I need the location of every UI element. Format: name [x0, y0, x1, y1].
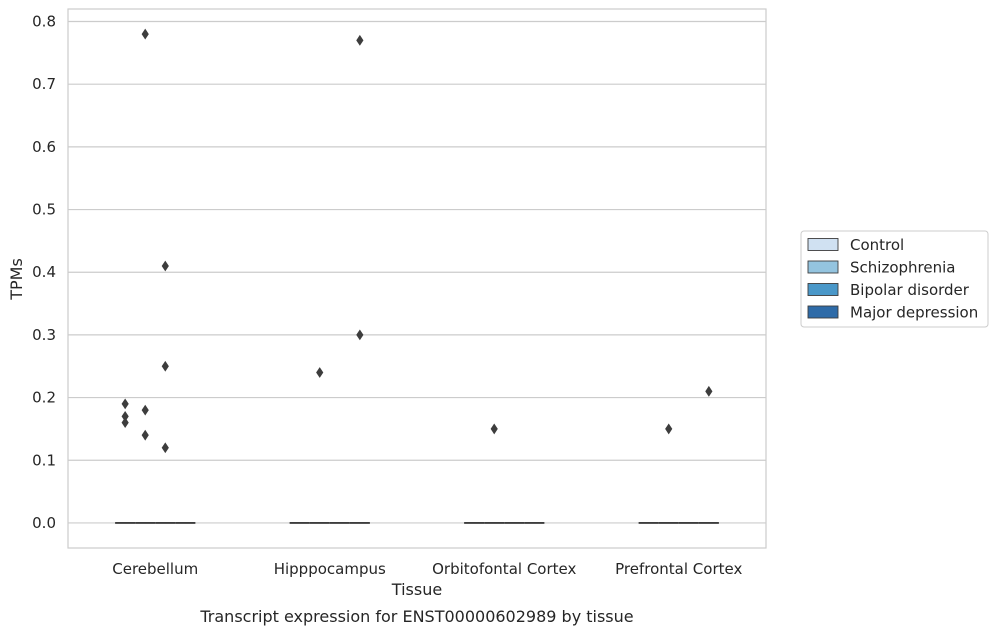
- y-tick-label: 0.5: [32, 201, 56, 219]
- legend-label: Control: [850, 236, 904, 254]
- plot-area: [67, 8, 767, 549]
- gridlines: [68, 20, 766, 524]
- legend-label: Major depression: [850, 304, 978, 322]
- y-tick-label: 0.7: [32, 75, 56, 93]
- y-tick-label: 0.4: [32, 263, 56, 281]
- outlier-point: [705, 385, 713, 397]
- legend-swatch: [807, 283, 839, 296]
- outlier-point: [121, 410, 129, 422]
- legend-label: Schizophrenia: [850, 259, 955, 277]
- x-axis-title: Tissue: [391, 580, 442, 599]
- y-tick-labels: 0.0 0.1 0.2 0.3 0.4 0.5 0.6 0.7 0.8: [32, 13, 56, 532]
- legend-swatch: [807, 305, 839, 319]
- x-tick-label: Cerebellum: [112, 560, 198, 578]
- legend-label: Bipolar disorder: [850, 281, 970, 299]
- legend-swatch: [807, 260, 839, 274]
- y-tick-label: 0.0: [32, 514, 56, 532]
- outlier-point: [121, 417, 129, 429]
- x-tick-label: Hipppocampus: [274, 560, 386, 578]
- outlier-point: [316, 367, 324, 378]
- outlier-point: [161, 442, 169, 454]
- chart-caption: Transcript expression for ENST0000060298…: [199, 607, 633, 626]
- outlier-point: [490, 423, 498, 435]
- y-tick-label: 0.6: [32, 138, 56, 156]
- y-tick-label: 0.1: [32, 451, 56, 469]
- x-tick-label: Prefrontal Cortex: [615, 560, 742, 578]
- x-tick-labels: Cerebellum Hipppocampus Orbitofontal Corte…: [112, 560, 742, 578]
- outlier-point: [161, 260, 169, 272]
- y-tick-label: 0.3: [32, 326, 56, 344]
- y-tick-label: 0.8: [32, 13, 56, 31]
- outlier-points: [121, 28, 713, 454]
- y-tick-label: 0.2: [32, 389, 56, 407]
- outlier-point: [356, 34, 364, 46]
- outlier-point: [141, 404, 149, 416]
- legend-swatch: [807, 238, 839, 251]
- legend-frame: [800, 230, 989, 328]
- outlier-point: [356, 329, 364, 341]
- legend: Control Schizophrenia Bipolar disorder Majo…: [800, 230, 989, 328]
- x-tick-label: Orbitofontal Cortex: [432, 560, 576, 578]
- outlier-point: [141, 28, 149, 40]
- outlier-point: [161, 360, 169, 372]
- outlier-point: [121, 398, 129, 410]
- outlier-point: [141, 429, 149, 441]
- outlier-point: [665, 423, 673, 435]
- y-axis-title: TPMs: [7, 258, 26, 301]
